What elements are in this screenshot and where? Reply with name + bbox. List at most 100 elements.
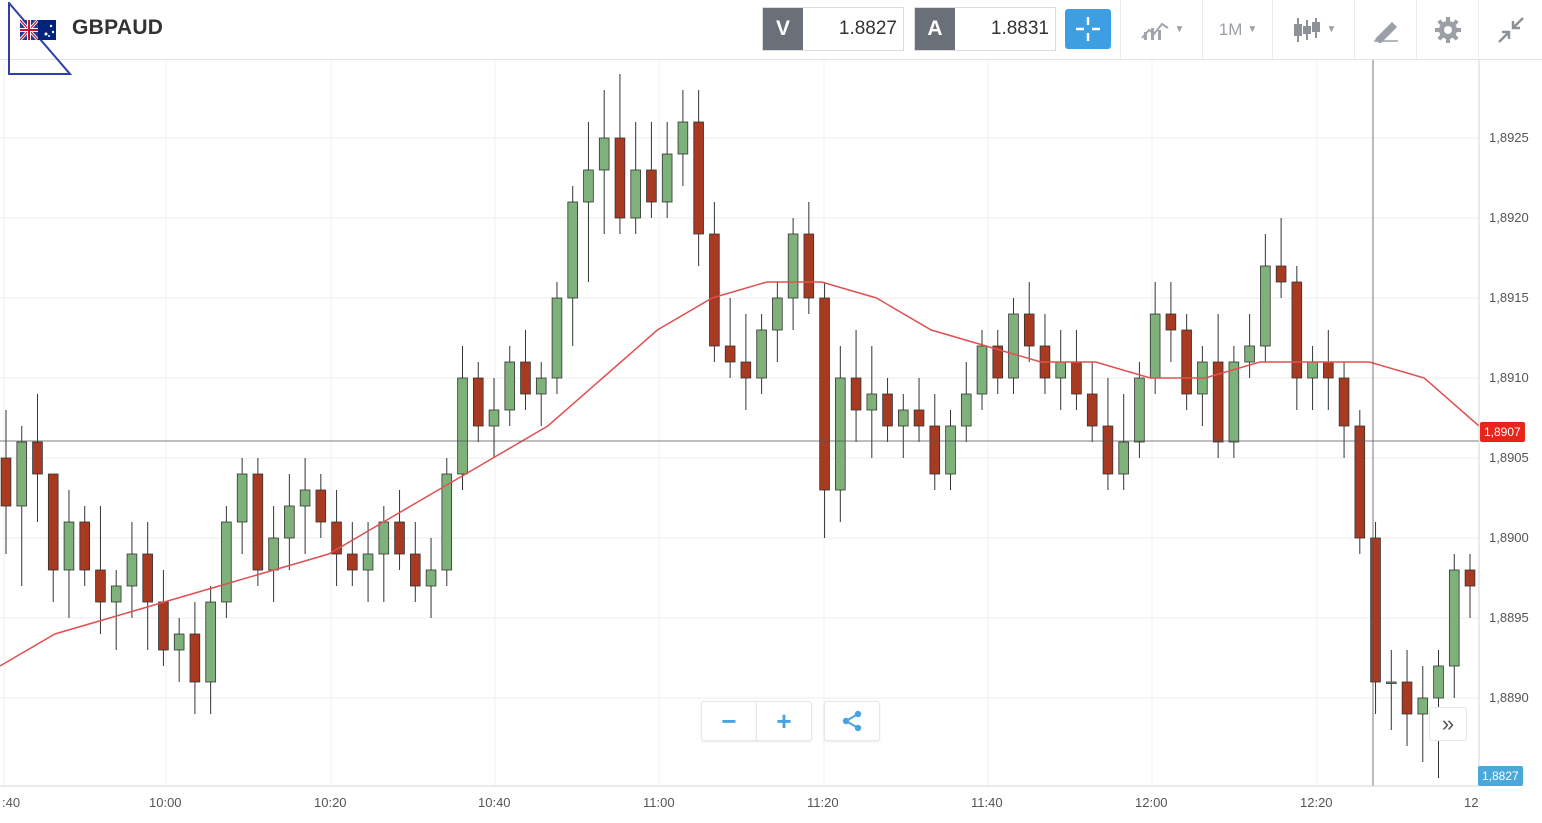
candlestick-icon [1293, 17, 1320, 42]
candle-down [1071, 361, 1082, 395]
candle-up [1008, 313, 1019, 379]
candle-up [945, 425, 956, 475]
draw-tool-button[interactable] [1354, 0, 1417, 59]
timeframe-dropdown[interactable]: 1M ▼ [1202, 0, 1273, 59]
candle-up [772, 297, 783, 331]
crosshair-button[interactable] [1065, 9, 1111, 49]
gb-au-flag-icon [20, 20, 56, 40]
candle-up [1448, 569, 1460, 667]
candle-up [835, 377, 846, 491]
candle-up [110, 585, 122, 603]
candle-up [960, 393, 972, 427]
candle-down [1275, 265, 1287, 283]
gear-icon [1435, 16, 1461, 43]
zoom-out-button[interactable]: − [701, 701, 757, 741]
price-chart[interactable] [0, 60, 1542, 823]
candle-up [1244, 345, 1255, 363]
candle-up [1055, 361, 1066, 379]
candle-down [472, 377, 484, 427]
candle-down [394, 521, 405, 555]
candle-up [441, 473, 453, 571]
candle-down [79, 521, 90, 571]
candle-up [457, 377, 468, 475]
x-tick-label: 12:00 [1135, 795, 1168, 810]
candle-down [850, 377, 862, 411]
candle-up [551, 297, 563, 379]
settings-button[interactable] [1416, 0, 1479, 59]
y-tick-label: 1,8915 [1489, 290, 1529, 305]
candle-up [16, 441, 28, 507]
candle-up [677, 121, 689, 155]
candle-up [630, 169, 641, 219]
last-price-tag: 1,8907 [1480, 422, 1525, 442]
y-tick-label: 1,8925 [1489, 130, 1529, 145]
candle-up [268, 537, 279, 571]
candle-down [1370, 537, 1381, 683]
candle-down [803, 233, 815, 299]
draw-tool-icon [1374, 21, 1398, 43]
candle-down [913, 409, 925, 427]
y-tick-label: 1,8920 [1489, 210, 1529, 225]
share-button[interactable] [824, 701, 880, 741]
timeframe-label: 1M [1218, 19, 1243, 39]
candle-down [189, 633, 201, 683]
x-tick-label: 10:20 [314, 795, 347, 810]
candlestick-type-button[interactable]: ▼ [1272, 0, 1355, 59]
candle-up [173, 633, 185, 651]
candle-up [535, 377, 547, 395]
x-tick-label: 12:20 [1300, 795, 1333, 810]
candle-up [756, 329, 767, 379]
candle-down [614, 137, 626, 219]
candle-up [1433, 665, 1444, 699]
candle-up [221, 521, 232, 603]
candle-up [661, 153, 673, 203]
candle-down [1086, 393, 1098, 427]
candle-up [787, 233, 799, 299]
candle-up [583, 169, 594, 203]
candle-up [1134, 377, 1145, 443]
candle-down [1464, 569, 1476, 587]
buy-quote-button[interactable]: A 1.8831 [914, 7, 1056, 51]
candle-up [1307, 361, 1318, 379]
candle-down [992, 345, 1004, 379]
candle-down [410, 553, 421, 587]
x-tick-label: 11:20 [807, 795, 839, 810]
chart-type-button[interactable]: ▼ [1120, 0, 1203, 59]
x-tick-label: 11:40 [971, 795, 1003, 810]
instrument-symbol: GBPAUD [72, 16, 164, 39]
candle-up [1386, 681, 1397, 684]
x-tick-label: 12 [1464, 795, 1479, 810]
candle-up [898, 409, 909, 427]
candle-up [236, 473, 248, 523]
y-tick-label: 1,8895 [1489, 610, 1529, 625]
candle-down [709, 233, 720, 347]
candle-down [158, 601, 169, 651]
candle-down [1102, 425, 1114, 475]
candle-up [378, 521, 390, 555]
candle-down [1338, 377, 1350, 427]
collapse-button[interactable] [1478, 0, 1542, 59]
candle-up [1260, 265, 1271, 347]
candle-down [929, 425, 941, 475]
candle-down [1354, 425, 1366, 539]
candle-down [47, 473, 59, 571]
candle-down [1165, 313, 1177, 331]
sell-quote-button[interactable]: V 1.8827 [762, 7, 904, 51]
candle-down [693, 121, 704, 235]
scroll-to-latest-button[interactable]: » [1429, 707, 1467, 741]
candle-down [331, 521, 342, 555]
candle-up [126, 553, 138, 587]
candle-up [362, 553, 374, 571]
x-tick-label: 10:00 [149, 795, 182, 810]
candle-up [504, 361, 516, 411]
chart-type-icon [1140, 22, 1169, 40]
candle-down [1291, 281, 1303, 379]
candle-down [1401, 681, 1413, 715]
candle-down [142, 553, 153, 603]
candle-up [284, 505, 295, 539]
zoom-in-button[interactable]: + [756, 701, 812, 741]
chart-grid [0, 60, 1479, 786]
candle-up [205, 601, 216, 683]
y-tick-label: 1,8890 [1489, 690, 1529, 705]
candle-down [724, 345, 736, 363]
